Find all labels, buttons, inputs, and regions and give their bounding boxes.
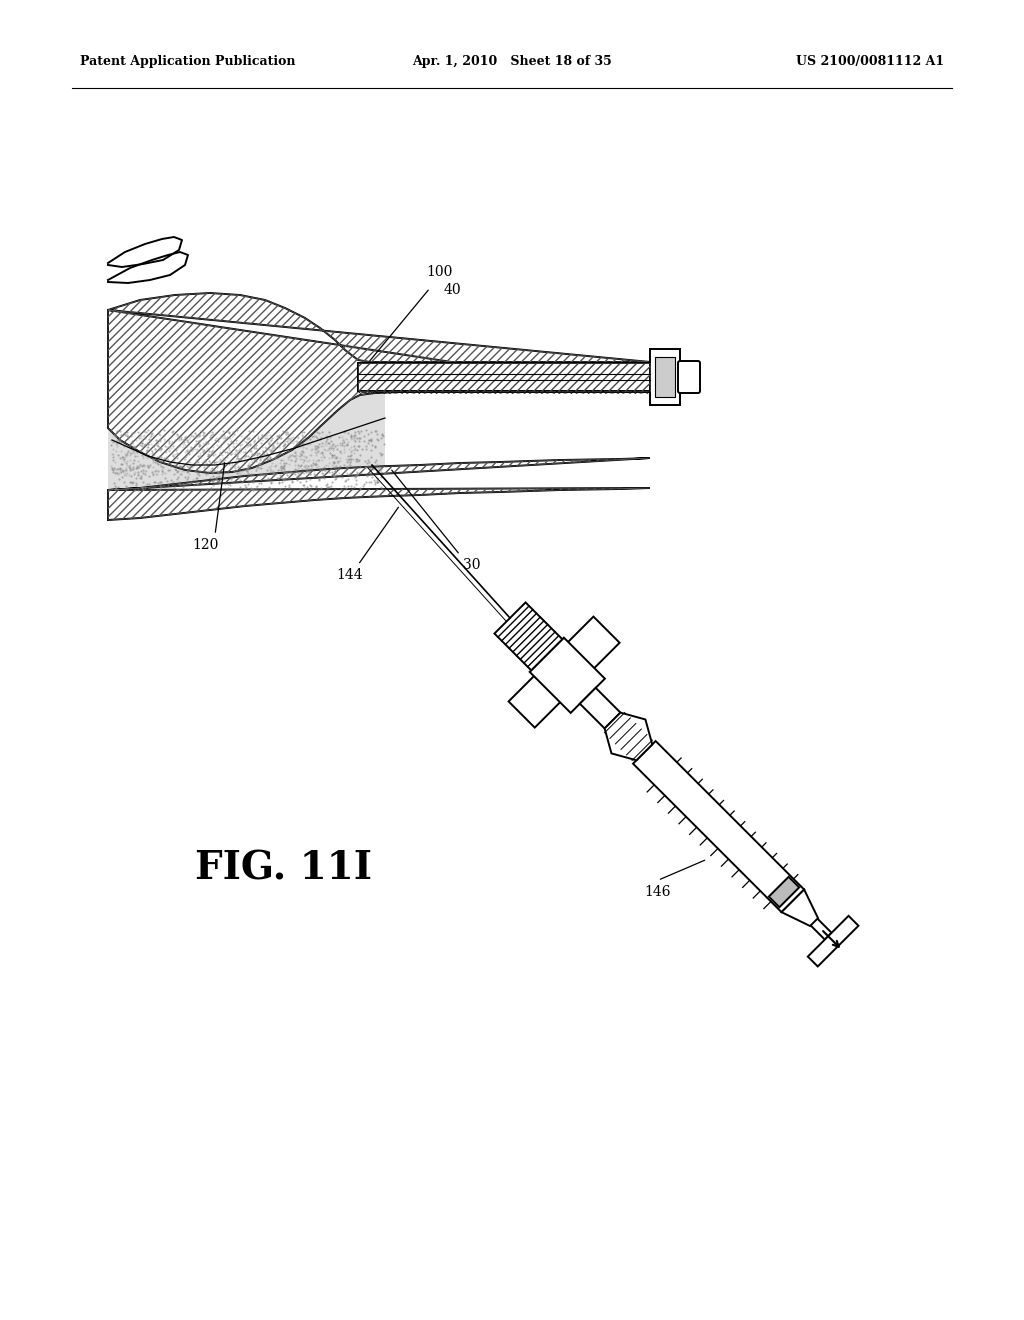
Polygon shape — [108, 393, 385, 490]
Polygon shape — [580, 688, 621, 729]
Polygon shape — [108, 458, 650, 520]
Polygon shape — [633, 741, 804, 912]
Polygon shape — [604, 713, 652, 760]
Polygon shape — [808, 916, 858, 966]
Text: FIG. 11I: FIG. 11I — [195, 850, 372, 888]
Polygon shape — [509, 675, 561, 727]
Polygon shape — [495, 602, 562, 671]
Bar — [650, 348, 680, 405]
Text: 146: 146 — [644, 886, 671, 899]
Text: 120: 120 — [191, 539, 218, 552]
Text: 100: 100 — [427, 265, 454, 279]
FancyBboxPatch shape — [678, 360, 700, 393]
Polygon shape — [769, 876, 799, 907]
Text: Apr. 1, 2010   Sheet 18 of 35: Apr. 1, 2010 Sheet 18 of 35 — [412, 55, 612, 69]
Polygon shape — [108, 293, 650, 473]
Polygon shape — [529, 638, 605, 713]
Polygon shape — [775, 883, 831, 940]
Polygon shape — [358, 363, 650, 391]
Text: Patent Application Publication: Patent Application Publication — [80, 55, 296, 69]
Bar — [655, 356, 675, 397]
Text: US 2100/0081112 A1: US 2100/0081112 A1 — [796, 55, 944, 69]
Text: 40: 40 — [443, 282, 461, 297]
Text: 30: 30 — [463, 558, 480, 572]
Text: 144: 144 — [337, 568, 364, 582]
Polygon shape — [781, 890, 818, 927]
Polygon shape — [566, 616, 620, 669]
